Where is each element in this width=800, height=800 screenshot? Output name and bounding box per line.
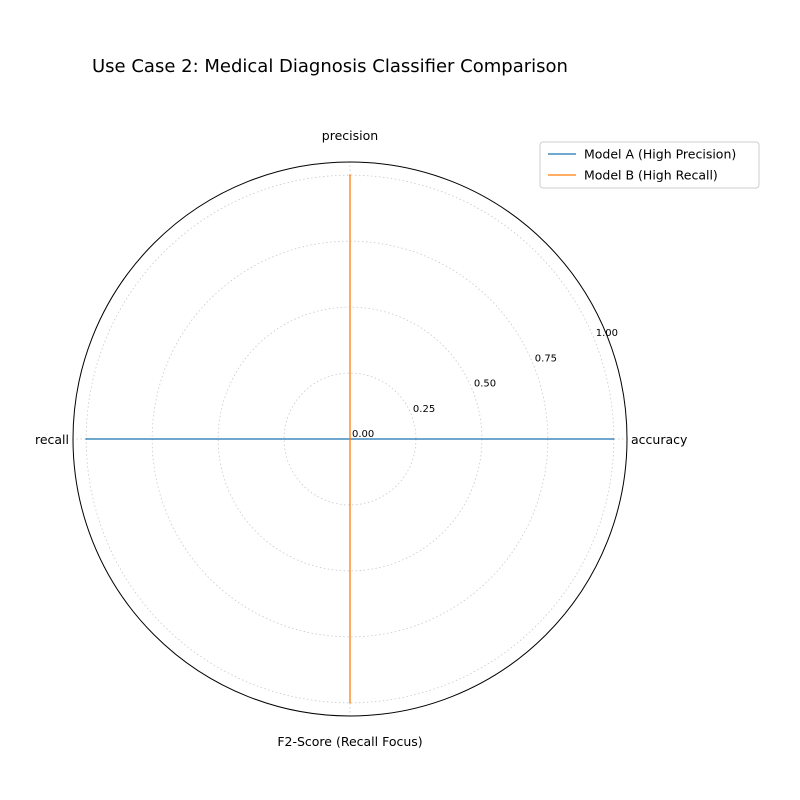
series-0-point-2 — [85, 438, 87, 440]
r-tick-label-3: 0.75 — [535, 353, 557, 364]
radar-labels: accuracy precision recall F2-Score (Recall … — [35, 128, 688, 749]
r-tick-label-4: 1.00 — [596, 328, 618, 339]
series-1-point-3 — [349, 702, 351, 704]
chart-title: Use Case 2: Medical Diagnosis Classifier… — [92, 56, 568, 77]
series-1-point-2 — [349, 438, 351, 440]
axis-label-1: precision — [322, 128, 378, 143]
axis-label-2: recall — [35, 432, 69, 447]
r-tick-label-1: 0.25 — [413, 404, 435, 415]
radar-series — [85, 174, 615, 704]
r-tick-label-0: 0.00 — [352, 429, 374, 440]
series-1-point-1 — [349, 174, 351, 176]
series-0-point-0 — [613, 438, 615, 440]
legend-label-0: Model A (High Precision) — [584, 147, 736, 162]
axis-label-0: accuracy — [631, 432, 688, 447]
legend: Model A (High Precision) Model B (High Re… — [539, 141, 760, 189]
legend-label-1: Model B (High Recall) — [584, 168, 718, 183]
polar-frame — [72, 161, 628, 717]
r-tick-label-2: 0.50 — [474, 379, 496, 390]
legend-box — [539, 141, 760, 189]
axis-label-3: F2-Score (Recall Focus) — [277, 734, 422, 749]
